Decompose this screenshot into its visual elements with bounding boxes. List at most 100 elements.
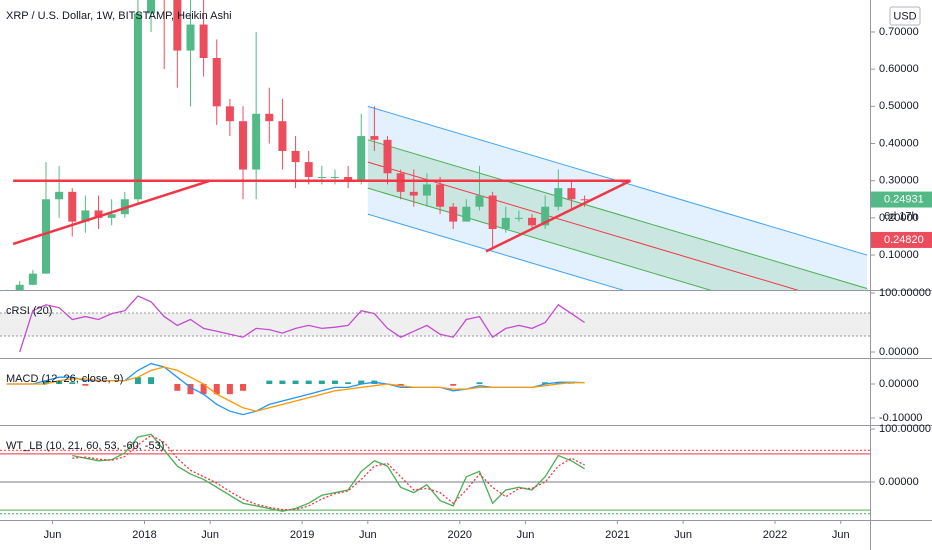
y-tick-label: 0.30000 [879,175,919,187]
candle-body [449,206,458,222]
candle-body [41,199,50,274]
candle-body [409,191,418,196]
histogram-bar [450,384,457,386]
candle-body [383,139,392,174]
x-tick-label: Jun [44,529,62,541]
candle-body [94,210,103,218]
indicator-line [19,295,585,353]
candle-body [554,188,563,207]
indicator-title: MACD (12, 26, close, 9) [6,373,123,385]
candle-body [212,58,221,107]
y-tick-label: -0.10000 [879,412,922,424]
candle-body [514,217,523,219]
candle-body [370,136,379,140]
price-pane [6,0,868,290]
y-tick-label: 0.40000 [879,137,919,149]
candle-body [396,173,405,192]
x-tick-label: Jun [517,529,535,541]
histogram-bar [56,380,63,385]
histogram-bar [266,380,273,385]
reference-price: 0.24820 [884,234,924,246]
histogram-bar [318,380,325,385]
chart-title: XRP / U.S. Dollar, 1W, BITSTAMP, Heikin … [6,10,232,22]
trend-line [12,179,211,246]
candle-body [436,184,445,207]
indicator-line [6,366,585,412]
candle-body [252,113,261,170]
candle-body [55,191,64,200]
y-tick-label: 0.60000 [879,63,919,75]
level-band [0,313,870,337]
candle-body [147,0,156,14]
crsi-pane [0,295,870,353]
histogram-bar [305,380,312,385]
last-price-tag [871,191,932,208]
candle-body [186,24,195,51]
candle-body [199,24,208,59]
last-price: 0.24931 [884,193,924,205]
candle-body [225,106,234,122]
histogram-bar [174,384,181,391]
countdown-tag [871,208,932,225]
channel-line [367,139,868,289]
candle-body [15,284,24,290]
histogram-bar [240,384,247,391]
candle-body [462,206,471,222]
candle-body [330,176,339,178]
candle-body [422,184,431,196]
indicator-title: cRSI (20) [6,305,52,317]
candle-body [488,195,497,230]
histogram-bar [69,382,76,385]
y-tick-label: 0.00000 [879,346,919,358]
x-tick-label: Jun [674,529,692,541]
x-tick-label: Jun [201,529,219,541]
histogram-bar [82,384,89,386]
candle-body [107,214,116,218]
candle-body [239,121,248,170]
currency-button[interactable] [889,6,921,26]
histogram-bar [397,384,404,386]
candle-body [278,121,287,151]
y-tick-label: 0.00000 [879,378,919,390]
histogram-bar [134,377,141,385]
channel-line [367,213,625,290]
candle-body [357,136,366,181]
histogram-bar [148,377,155,385]
histogram-bar [292,380,299,385]
y-tick-label: 0.50000 [879,100,919,112]
histogram-bar [42,380,49,385]
x-tick-label: 2022 [763,529,787,541]
y-tick-label: 0.00000 [879,476,919,488]
macd-pane [6,362,585,416]
histogram-bar [345,382,352,385]
histogram-bar [542,382,549,385]
candle-body [304,162,313,177]
y-tick-label: 0.10000 [879,249,919,261]
candle-body [265,113,274,122]
candle-body [317,176,326,178]
x-tick-label: Jun [359,529,377,541]
y-tick-label: 100.00000 [879,423,931,435]
reference-price-tag [871,231,932,248]
candle-body [528,217,537,226]
histogram-bar [358,380,365,385]
trend-line [485,179,632,253]
histogram-bar [279,380,286,385]
currency[interactable]: USD [893,10,916,22]
indicator-line [6,362,585,416]
indicator-title: WT_LB (10, 21, 60, 53, -60, -53) [6,440,164,452]
candle-body [133,13,142,200]
histogram-bar [226,384,233,395]
candle-body [501,217,510,230]
y-tick-label: 100.00000 [879,287,931,299]
candle-body [567,188,576,200]
indicator-line [72,433,585,512]
histogram-bar [331,380,338,385]
candle-body [28,273,37,285]
x-tick-label: 2018 [132,529,156,541]
x-tick-label: Jun [832,529,850,541]
candle-body [81,210,90,222]
x-tick-label: 2021 [605,529,629,541]
